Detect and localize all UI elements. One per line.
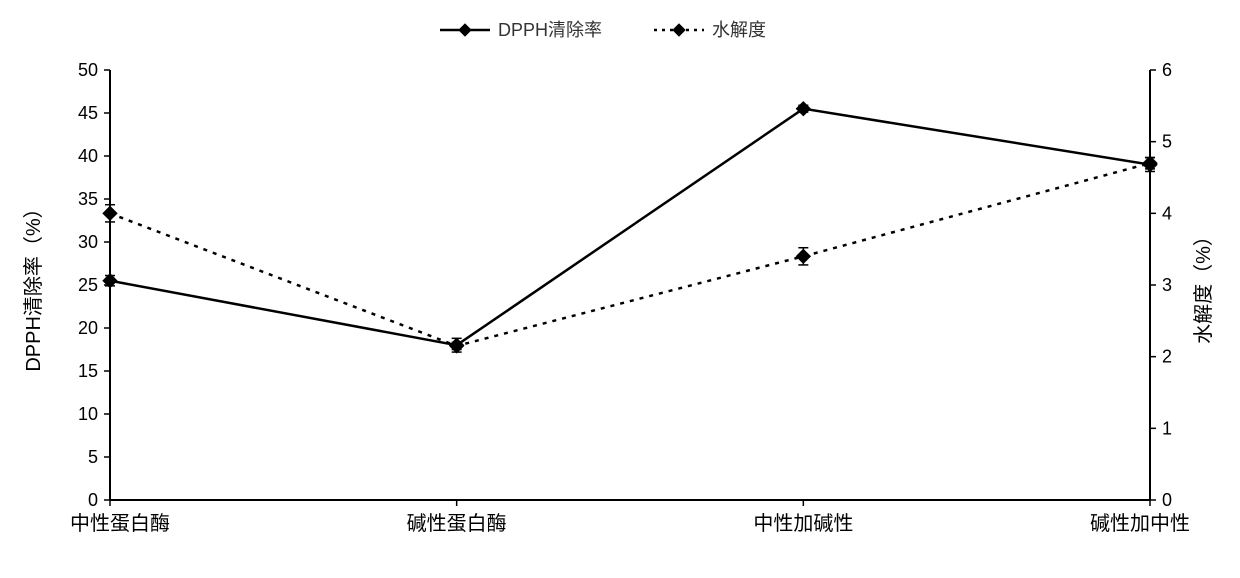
y-right-tick-label: 0 <box>1162 490 1172 510</box>
x-tick-label: 中性蛋白酶 <box>70 512 170 535</box>
y-right-axis-label: 水解度（%） <box>1192 226 1215 344</box>
x-tick-label: 碱性蛋白酶 <box>407 512 507 535</box>
y-right-tick-label: 4 <box>1162 203 1172 223</box>
data-marker <box>796 102 810 116</box>
y-right-tick-label: 6 <box>1162 60 1172 80</box>
y-left-tick-label: 25 <box>78 275 98 295</box>
legend-label: DPPH清除率 <box>498 20 602 40</box>
y-right-tick-label: 3 <box>1162 275 1172 295</box>
y-right-tick-label: 2 <box>1162 347 1172 367</box>
data-marker <box>459 24 471 36</box>
series-line <box>110 109 1150 346</box>
legend-label: 水解度 <box>712 20 766 40</box>
legend: DPPH清除率 水解度 <box>440 20 766 40</box>
y-left-axis-label: DPPH清除率（%） <box>22 198 45 371</box>
y-left-tick-label: 35 <box>78 189 98 209</box>
y-right-tick-label: 1 <box>1162 418 1172 438</box>
y-left-tick-label: 45 <box>78 103 98 123</box>
y-left-tick-label: 10 <box>78 404 98 424</box>
y-left-tick-label: 40 <box>78 146 98 166</box>
legend-item: DPPH清除率 <box>440 20 602 40</box>
y-left-tick-label: 30 <box>78 232 98 252</box>
y-left-tick-label: 5 <box>88 447 98 467</box>
legend-item: 水解度 <box>654 20 766 40</box>
y-right-tick-label: 5 <box>1162 132 1172 152</box>
y-left-tick-label: 20 <box>78 318 98 338</box>
data-marker <box>673 24 685 36</box>
data-marker <box>796 249 810 263</box>
y-left-tick-label: 0 <box>88 490 98 510</box>
x-tick-label: 碱性加中性 <box>1090 512 1190 535</box>
chart-container: 05101520253035404550DPPH清除率（%）0123456水解度… <box>0 0 1240 578</box>
y-left-tick-label: 50 <box>78 60 98 80</box>
dual-axis-line-chart: 05101520253035404550DPPH清除率（%）0123456水解度… <box>0 0 1240 578</box>
y-left-tick-label: 15 <box>78 361 98 381</box>
x-tick-label: 中性加碱性 <box>753 512 853 535</box>
data-marker <box>103 206 117 220</box>
series-line <box>110 163 1150 346</box>
